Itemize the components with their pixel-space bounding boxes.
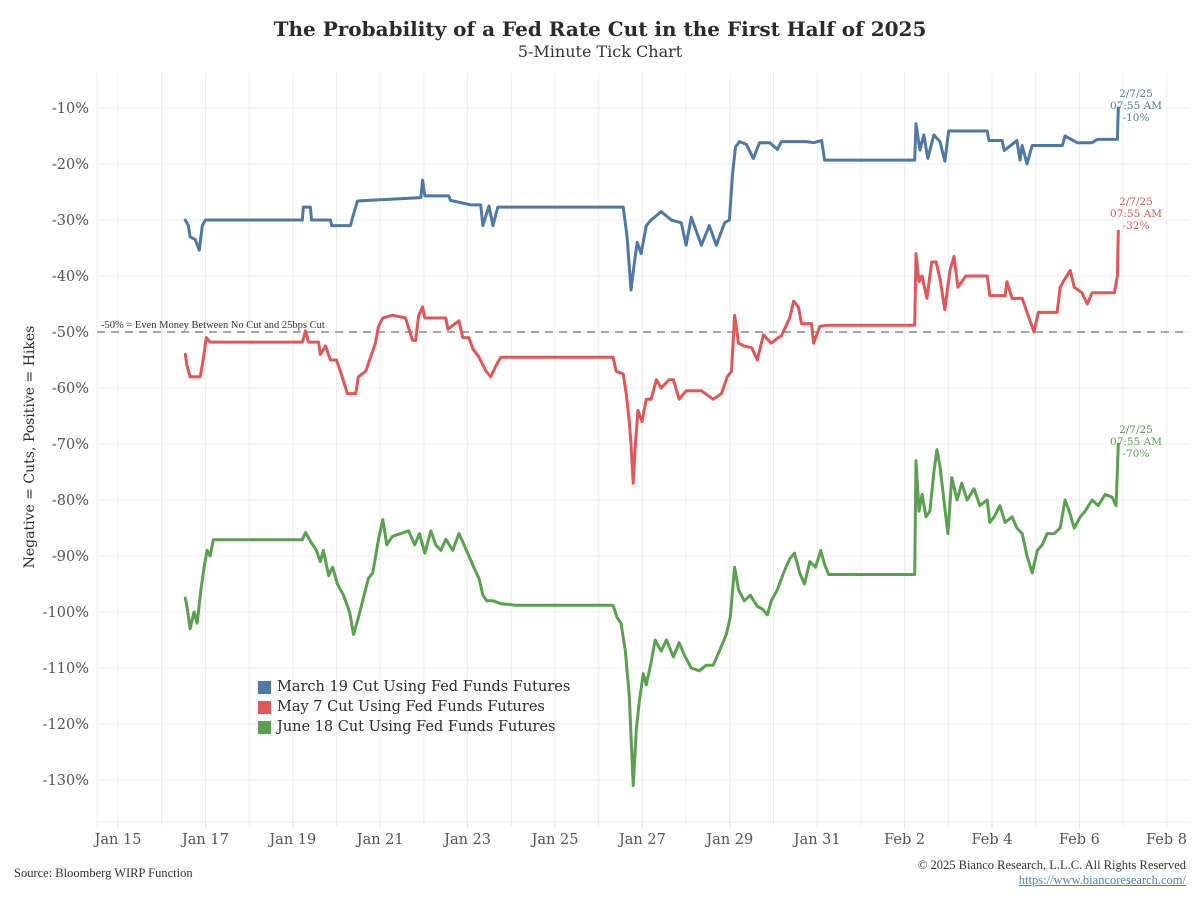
website-link[interactable]: https://www.biancoresearch.com/: [1018, 873, 1186, 887]
x-tick-label: Jan 27: [617, 832, 666, 848]
y-tick-label: -40%: [52, 269, 89, 285]
may-series-line: [183, 229, 1120, 485]
annotation-date: 2/7/25: [1119, 88, 1153, 100]
annotation-date: 2/7/25: [1119, 196, 1153, 208]
gridlines: [96, 73, 1188, 830]
june-end-annotation: 2/7/25 07:55 AM -70%: [1106, 424, 1166, 460]
copyright-note: © 2025 Bianco Research, L.L.C. All Right…: [917, 858, 1186, 872]
june-series-line: [183, 442, 1120, 788]
annotation-time: 07:55 AM: [1110, 208, 1162, 220]
annotation-value: -10%: [1122, 112, 1150, 124]
x-tick-label: Jan 25: [530, 832, 579, 848]
annotation-value: -32%: [1122, 220, 1150, 232]
x-tick-label: Feb 2: [884, 832, 925, 848]
annotation-date: 2/7/25: [1119, 424, 1153, 436]
y-tick-label: -100%: [43, 605, 89, 621]
legend-item-may: May 7 Cut Using Fed Funds Futures: [258, 697, 570, 717]
y-tick-label: -10%: [52, 101, 89, 117]
x-tick-label: Jan 17: [180, 832, 229, 848]
march-end-annotation: 2/7/25 07:55 AM -10%: [1106, 88, 1166, 124]
legend-label: May 7 Cut Using Fed Funds Futures: [277, 699, 545, 715]
legend-swatch-june: [258, 720, 271, 734]
annotation-time: 07:55 AM: [1110, 436, 1162, 448]
x-tick-label: Feb 8: [1146, 832, 1187, 848]
annotation-value: -70%: [1122, 448, 1150, 460]
legend-label: June 18 Cut Using Fed Funds Futures: [277, 719, 556, 735]
chart-subtitle: 5-Minute Tick Chart: [517, 42, 683, 61]
series-lines: [183, 106, 1120, 788]
annotation-time: 07:55 AM: [1110, 100, 1162, 112]
y-tick-label: -60%: [52, 381, 89, 397]
y-tick-label: -110%: [43, 661, 89, 677]
x-tick-label: Jan 15: [93, 832, 142, 848]
legend-swatch-march: [258, 680, 271, 694]
x-tick-label: Jan 19: [267, 832, 316, 848]
y-tick-label: -50%: [52, 325, 89, 341]
y-tick-label: -90%: [52, 549, 89, 565]
x-tick-label: Jan 31: [792, 832, 841, 848]
y-tick-label: -130%: [43, 773, 89, 789]
reference-line-label: -50% = Even Money Between No Cut and 25b…: [101, 320, 325, 331]
legend-label: March 19 Cut Using Fed Funds Futures: [277, 679, 571, 695]
source-note: Source: Bloomberg WIRP Function: [14, 866, 193, 880]
y-axis-label: Negative = Cuts, Positive = Hikes: [22, 325, 38, 569]
y-tick-label: -30%: [52, 213, 89, 229]
legend: March 19 Cut Using Fed Funds Futures May…: [258, 677, 570, 737]
y-tick-label: -70%: [52, 437, 89, 453]
y-tick-label: -120%: [43, 717, 89, 733]
march-series-line: [183, 106, 1120, 292]
x-axis-ticks: Jan 15 Jan 17 Jan 19 Jan 21 Jan 23 Jan 25 Jan …: [93, 822, 1187, 848]
y-axis-ticks: -10% -20% -30% -40% -50% -60% -70% -80% -90% -100…: [43, 101, 89, 789]
x-tick-label: Jan 29: [704, 832, 753, 848]
x-tick-label: Feb 6: [1059, 832, 1100, 848]
x-tick-label: Jan 21: [355, 832, 404, 848]
y-tick-label: -80%: [52, 493, 89, 509]
chart-title: The Probability of a Fed Rate Cut in the…: [273, 17, 927, 41]
x-tick-label: Jan 23: [442, 832, 491, 848]
legend-swatch-may: [258, 700, 271, 714]
legend-item-march: March 19 Cut Using Fed Funds Futures: [258, 677, 570, 697]
x-tick-label: Feb 4: [972, 832, 1013, 848]
may-end-annotation: 2/7/25 07:55 AM -32%: [1106, 196, 1166, 232]
y-tick-label: -20%: [52, 157, 89, 173]
legend-item-june: June 18 Cut Using Fed Funds Futures: [258, 717, 570, 737]
